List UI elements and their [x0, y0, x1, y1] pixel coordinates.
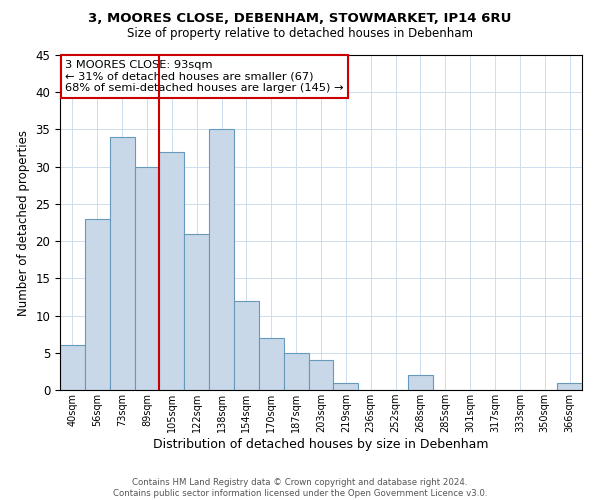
Bar: [110, 137, 134, 390]
Bar: [259, 338, 284, 390]
Bar: [408, 375, 433, 390]
Bar: [60, 346, 85, 390]
Bar: [334, 382, 358, 390]
Bar: [134, 166, 160, 390]
Y-axis label: Number of detached properties: Number of detached properties: [17, 130, 30, 316]
Bar: [308, 360, 334, 390]
Text: Size of property relative to detached houses in Debenham: Size of property relative to detached ho…: [127, 28, 473, 40]
Bar: [85, 219, 110, 390]
Text: 3 MOORES CLOSE: 93sqm
← 31% of detached houses are smaller (67)
68% of semi-deta: 3 MOORES CLOSE: 93sqm ← 31% of detached …: [65, 60, 344, 93]
Bar: [160, 152, 184, 390]
Bar: [557, 382, 582, 390]
Bar: [184, 234, 209, 390]
Text: Contains HM Land Registry data © Crown copyright and database right 2024.
Contai: Contains HM Land Registry data © Crown c…: [113, 478, 487, 498]
Bar: [234, 300, 259, 390]
X-axis label: Distribution of detached houses by size in Debenham: Distribution of detached houses by size …: [153, 438, 489, 451]
Text: 3, MOORES CLOSE, DEBENHAM, STOWMARKET, IP14 6RU: 3, MOORES CLOSE, DEBENHAM, STOWMARKET, I…: [88, 12, 512, 26]
Bar: [284, 353, 308, 390]
Bar: [209, 130, 234, 390]
